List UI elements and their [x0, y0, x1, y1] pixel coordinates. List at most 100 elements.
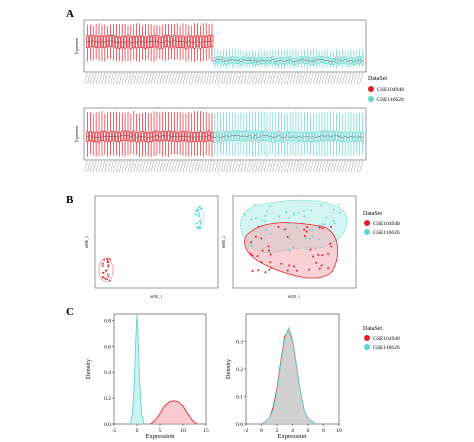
legend-c-dot-series1: [364, 335, 370, 341]
sample-tick-label: [315, 72, 320, 85]
tsne-point-series1: [107, 264, 110, 267]
tsne-point-series2: [292, 212, 295, 214]
tsne-point-series1: [270, 266, 273, 269]
tsne-point-series2: [314, 247, 317, 250]
sample-tick-label: [246, 160, 250, 173]
tsne-point-series2: [323, 223, 326, 226]
sample-tick-label: [281, 72, 285, 85]
x-tick-label: 2: [276, 428, 279, 434]
tsne-point-series2: [288, 248, 290, 251]
sample-tick-label: [260, 160, 265, 173]
tsne-point-series1: [257, 269, 260, 272]
y-tick-label: 0.4: [104, 370, 111, 376]
y-tick-label: 0.1: [236, 395, 243, 401]
x-tick-label: 6: [307, 428, 310, 434]
sample-tick-label: [228, 160, 233, 173]
panel-c-left-xlabel: Expression: [146, 433, 176, 440]
sample-tick-label: [179, 72, 184, 85]
sample-tick-label: [252, 72, 256, 85]
sample-tick-label: [246, 72, 250, 85]
sample-tick-label: [214, 160, 219, 173]
sample-tick-label: [118, 72, 123, 85]
tsne-point-series1: [108, 258, 111, 261]
tsne-point-series2: [195, 213, 198, 216]
sample-tick-label: [341, 160, 346, 173]
sample-tick-label: [263, 160, 268, 173]
sample-tick-label: [153, 72, 158, 85]
sample-tick-label: [191, 160, 195, 173]
tsne-point-series2: [311, 228, 314, 231]
sample-tick-label: [336, 72, 340, 85]
sample-tick-label: [266, 160, 271, 173]
sample-tick-label: [304, 160, 308, 173]
sample-tick-label: [171, 72, 175, 85]
sample-tick-label: [234, 160, 239, 173]
legend-c: DataSet GSE104948 GSE116626: [363, 326, 400, 351]
sample-tick-label: [133, 160, 137, 173]
tsne-point-series1: [254, 235, 257, 238]
legend-b-label-series1: GSE104948: [373, 221, 400, 227]
sample-tick-label: [142, 160, 146, 173]
tsne-point-series1: [317, 253, 320, 256]
tsne-point-series2: [333, 222, 336, 225]
tsne-point-series2: [320, 223, 323, 225]
tsne-point-series2: [295, 226, 298, 229]
tsne-point-series1: [107, 265, 110, 268]
tsne-point-series1: [286, 269, 289, 272]
sample-tick-label: [223, 160, 227, 173]
sample-tick-label: [223, 72, 227, 85]
sample-tick-label: [307, 72, 311, 85]
sample-tick-label: [339, 72, 343, 85]
sample-tick-label: [130, 72, 135, 85]
sample-tick-label: [333, 160, 337, 173]
tsne-point-series2: [309, 237, 311, 240]
legend-a-label-series2: GSE116626: [377, 97, 404, 103]
tsne-point-series1: [312, 255, 315, 258]
tsne-point-series1: [315, 261, 318, 264]
tsne-point-series1: [318, 267, 321, 270]
sample-tick-label: [240, 160, 245, 173]
sample-tick-label: [110, 72, 114, 85]
tsne-point-series1: [106, 261, 109, 264]
sample-tick-label: [89, 160, 94, 173]
sample-tick-label: [286, 72, 291, 85]
sample-tick-label: [133, 72, 137, 85]
y-tick-label: 0.6: [104, 344, 111, 350]
sample-tick-label: [84, 160, 88, 173]
sample-tick-label: [113, 160, 117, 173]
tsne-point-series1: [330, 245, 333, 248]
sample-tick-label: [243, 160, 247, 173]
tsne-point-series1: [318, 226, 321, 229]
sample-tick-label: [318, 72, 323, 85]
sample-tick-label: [208, 160, 213, 173]
panel-label-a: A: [66, 8, 74, 20]
tsne-point-series1: [320, 264, 323, 267]
legend-a-title: DataSet: [368, 76, 387, 82]
tsne-point-series2: [196, 209, 199, 212]
panel-c-right-density: -2 0 2 4 6 8 10 0.0 0.1 0.2 0.3 Expression Density: [225, 313, 342, 440]
sample-tick-label: [156, 160, 161, 173]
y-tick-label: 0.0: [236, 422, 243, 428]
sample-tick-label: [185, 72, 190, 85]
sample-tick-label: [162, 72, 166, 85]
tsne-point-series2: [288, 234, 291, 237]
panel-label-c: C: [66, 306, 74, 318]
sample-tick-label: [341, 72, 346, 85]
tsne-point-series2: [200, 207, 202, 210]
sample-tick-label: [295, 72, 300, 85]
x-tick-label: 10: [336, 428, 342, 434]
tsne-point-series2: [282, 229, 285, 231]
sample-tick-label: [127, 72, 132, 85]
tsne-point-series2: [337, 203, 340, 206]
sample-tick-label: [281, 160, 285, 173]
sample-tick-label: [87, 72, 91, 85]
cluster-ellipse-series2: [193, 205, 205, 231]
x-tick-label: -5: [112, 428, 117, 434]
tsne-point-series2: [288, 217, 290, 219]
sample-tick-label: [176, 72, 181, 85]
density-area-series1: [150, 400, 197, 424]
sample-tick-label: [87, 160, 91, 173]
tsne-point-series1: [251, 254, 254, 257]
sample-tick-label: [292, 160, 297, 173]
tsne-point-series2: [196, 222, 199, 225]
